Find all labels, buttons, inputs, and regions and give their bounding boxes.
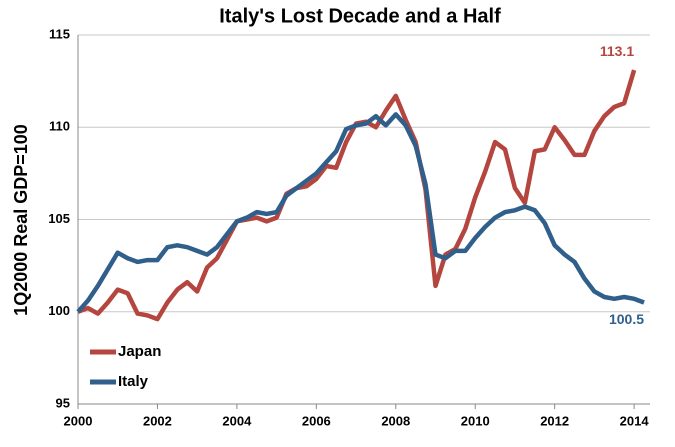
line-series bbox=[76, 112, 645, 314]
x-tick-label: 2004 bbox=[222, 413, 252, 428]
legend-label: Japan bbox=[118, 343, 161, 360]
chart-title: Italy's Lost Decade and a Half bbox=[219, 5, 501, 27]
x-tick-label: 2000 bbox=[64, 413, 93, 428]
legend-label: Italy bbox=[118, 373, 149, 390]
y-tick-label: 115 bbox=[49, 26, 70, 41]
data-label: 113.1 bbox=[600, 43, 634, 59]
y-tick-label: 110 bbox=[49, 119, 70, 134]
x-tick-label: 2006 bbox=[302, 413, 331, 428]
line-series bbox=[77, 69, 637, 322]
x-tick-label: 2010 bbox=[461, 413, 490, 428]
x-tick-label: 2014 bbox=[620, 413, 650, 428]
y-tick-label: 95 bbox=[56, 395, 70, 410]
x-tick-label: 2012 bbox=[540, 413, 569, 428]
y-tick-label: 100 bbox=[48, 303, 70, 318]
x-tick-label: 2008 bbox=[381, 413, 410, 428]
y-tick-label: 105 bbox=[48, 211, 70, 226]
y-axis-label: 1Q2000 Real GDP=100 bbox=[11, 124, 31, 316]
x-tick-label: 2002 bbox=[143, 413, 172, 428]
data-label: 100.5 bbox=[609, 311, 644, 327]
